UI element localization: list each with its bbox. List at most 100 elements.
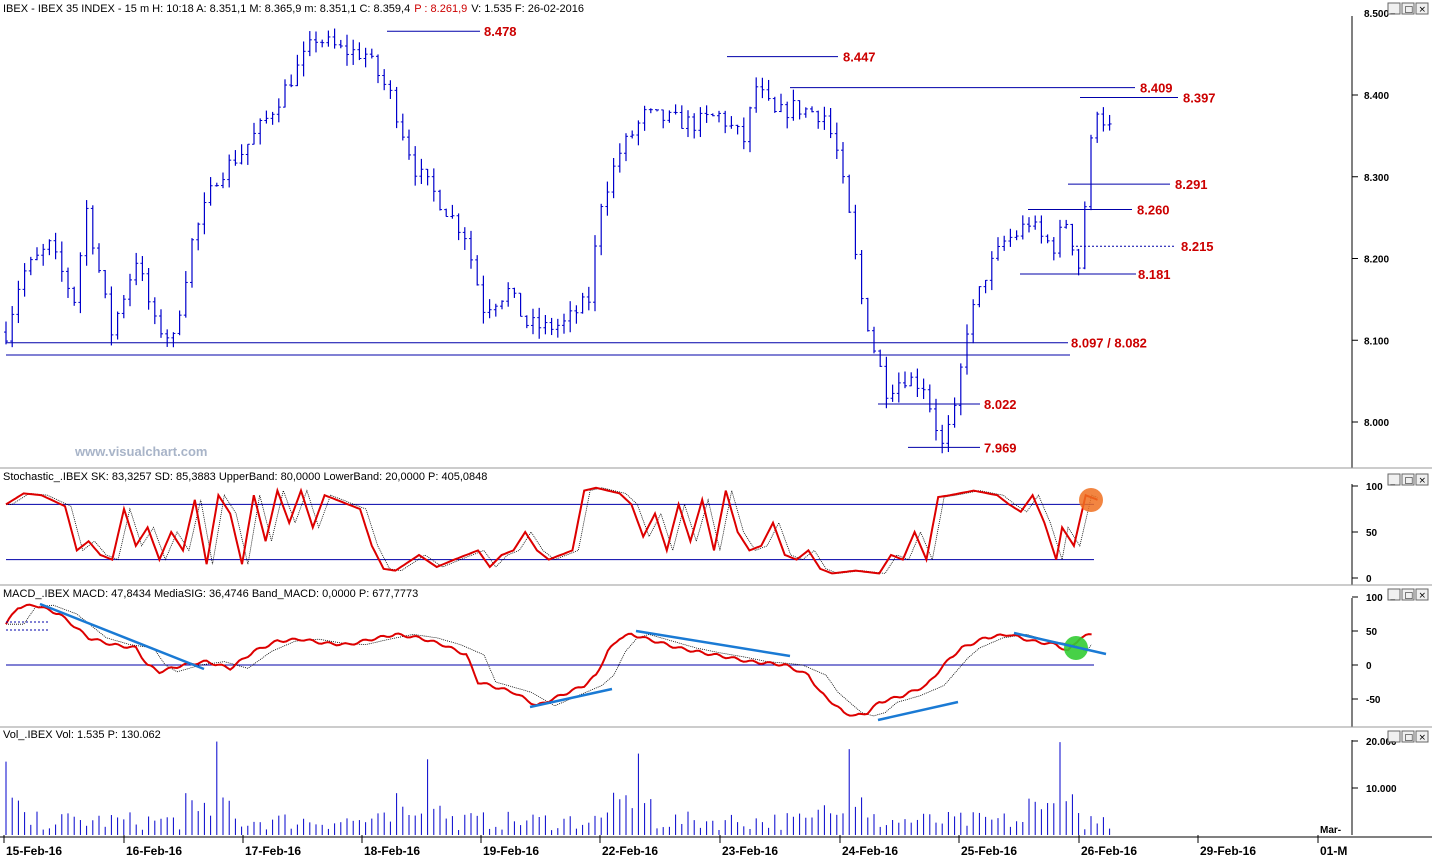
level-label: 8.215 [1181, 239, 1214, 254]
pane-button-frame [1401, 730, 1415, 743]
stoch-tick-label: 100 [1366, 482, 1383, 493]
price-tick-label: 8.100 [1364, 336, 1389, 347]
axis-frame [0, 16, 1432, 838]
stoch-tick-label: 50 [1366, 528, 1378, 539]
pane-button-frame [1387, 730, 1401, 743]
volume-tick-label: 10.000 [1366, 784, 1397, 795]
price-tick-label: 8.000 [1364, 418, 1389, 429]
watermark: www.visualchart.com [74, 444, 207, 459]
pane-button-frame [1415, 730, 1429, 743]
stoch-sk-line [5, 486, 1098, 575]
trendline [39, 602, 205, 671]
trendline [635, 629, 791, 658]
pane-button-glyph: × [1419, 591, 1427, 601]
macd-signal-line [6, 604, 1092, 717]
pane-button-frame [1401, 588, 1415, 601]
level-label: 8.397 [1183, 90, 1216, 105]
volume-tick-label: 20.000 [1366, 737, 1397, 748]
date-label: 24-Feb-16 [842, 844, 898, 857]
level-label: 8.447 [843, 50, 876, 65]
date-label: 26-Feb-16 [1081, 844, 1137, 857]
pane-button[interactable]: _ [1387, 730, 1401, 743]
pane-button[interactable]: □ [1401, 473, 1415, 486]
chart-header: IBEX - IBEX 35 INDEX - 15 m H: 10:18 A: … [3, 3, 584, 15]
date-label: 15-Feb-16 [6, 844, 62, 857]
pane-button-frame [1415, 2, 1429, 15]
pane-button[interactable]: × [1415, 588, 1429, 601]
pane-button-frame [1415, 588, 1429, 601]
trendline [529, 687, 613, 709]
pane-window-buttons: _ □ × _ □ × _ □ × _ □ × [1387, 2, 1429, 743]
pane-button-glyph: □ [1405, 591, 1414, 601]
pane-button-frame [1401, 473, 1415, 486]
pane-button[interactable]: □ [1401, 2, 1415, 15]
pane-button[interactable]: _ [1387, 588, 1401, 601]
macd-title: MACD_.IBEX MACD: 47,8434 MediaSIG: 36,47… [3, 588, 418, 600]
date-label: 23-Feb-16 [722, 844, 778, 857]
trendline [1013, 631, 1107, 656]
macd-tick-label: 50 [1366, 627, 1378, 638]
pane-button[interactable]: □ [1401, 588, 1415, 601]
pane-button-glyph: _ [1390, 733, 1396, 743]
volume-pane: 20.000 10.000 [5, 737, 1397, 835]
level-label: 8.260 [1137, 202, 1170, 217]
macd-tick-label: 100 [1366, 593, 1383, 604]
stochastic-title: Stochastic_.IBEX SK: 83,3257 SD: 85,3883… [3, 471, 487, 483]
date-axis: 15-Feb-16 16-Feb-16 17-Feb-16 18-Feb-16 19-F… [3, 825, 1347, 857]
pane-button-frame [1387, 588, 1401, 601]
macd-line [5, 603, 1092, 717]
pane-button-frame [1401, 2, 1415, 15]
pane-button[interactable]: × [1415, 473, 1429, 486]
pane-button[interactable]: □ [1401, 730, 1415, 743]
pane-button-glyph: × [1419, 5, 1427, 15]
price-axis: 8.400 8.300 8.200 8.100 8.000 8.500 [1352, 9, 1389, 429]
pane-button-glyph: × [1419, 733, 1427, 743]
pane-button[interactable]: _ [1387, 2, 1401, 15]
pane-button-glyph: □ [1405, 733, 1414, 743]
level-label: 8.097 / 8.082 [1071, 336, 1147, 351]
level-lines: 8.478 8.447 8.409 8.397 8.291 8.260 8.215 8.181… [6, 24, 1216, 455]
pane-button-glyph: _ [1390, 5, 1396, 15]
stoch-tick-label: 0 [1366, 574, 1372, 585]
price-tick-label: 8.200 [1364, 255, 1389, 266]
date-label: 19-Feb-16 [483, 844, 539, 857]
date-extra-label: Mar- [1320, 825, 1341, 836]
pane-button-glyph: □ [1405, 5, 1414, 15]
pane-button-glyph: _ [1390, 591, 1396, 601]
level-label: 8.409 [1140, 81, 1173, 96]
date-label: 25-Feb-16 [961, 844, 1017, 857]
pane-button-glyph: _ [1390, 476, 1396, 486]
price-tick-label: 8.500 [1364, 9, 1389, 20]
date-label: 01-M [1320, 844, 1347, 857]
pane-button-frame [1415, 473, 1429, 486]
level-label: 8.022 [984, 397, 1017, 412]
macd-tick-label: -50 [1366, 695, 1381, 706]
price-tick-label: 8.400 [1364, 91, 1389, 102]
level-label: 8.478 [484, 24, 517, 39]
pane-button[interactable]: × [1415, 2, 1429, 15]
pane-button-frame [1387, 2, 1401, 15]
pane-button-glyph: □ [1405, 476, 1414, 486]
date-label: 29-Feb-16 [1200, 844, 1256, 857]
level-label: 7.969 [984, 440, 1017, 455]
level-label: 8.181 [1138, 267, 1171, 282]
level-label: 8.291 [1175, 177, 1208, 192]
pane-button-glyph: × [1419, 476, 1427, 486]
date-label: 18-Feb-16 [364, 844, 420, 857]
price-tick-label: 8.300 [1364, 173, 1389, 184]
date-label: 22-Feb-16 [602, 844, 658, 857]
price-bars [4, 28, 1112, 454]
macd-pane: 100 50 0 -50 [5, 593, 1383, 722]
stoch-highlight-marker [1079, 488, 1103, 512]
pane-button-frame [1387, 473, 1401, 486]
trendline [877, 700, 959, 722]
pane-button[interactable]: × [1415, 730, 1429, 743]
macd-tick-label: 0 [1366, 661, 1372, 672]
date-label: 17-Feb-16 [245, 844, 301, 857]
volume-title: Vol_.IBEX Vol: 1.535 P: 130.062 [3, 729, 161, 741]
pane-button[interactable]: _ [1387, 473, 1401, 486]
date-label: 16-Feb-16 [126, 844, 182, 857]
stochastic-pane: 100 50 0 [5, 482, 1383, 585]
stoch-sd-line [6, 487, 1098, 574]
